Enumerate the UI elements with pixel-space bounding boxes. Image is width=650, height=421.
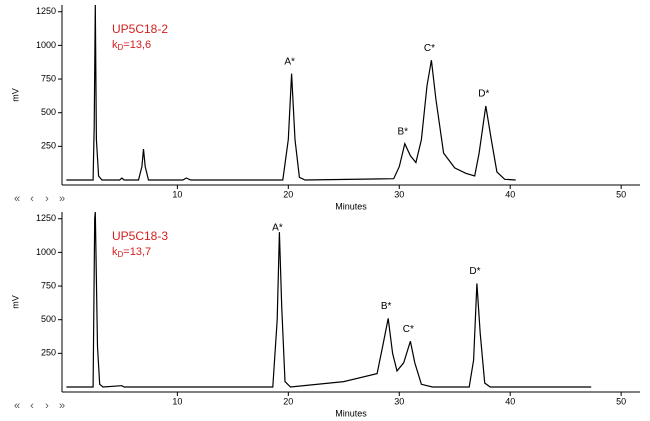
- subtitle-part: k: [112, 246, 118, 258]
- subtitle-part: =13,7: [123, 246, 151, 258]
- panel-subtitle: kD=13,6: [112, 39, 151, 52]
- x-tick-label: 20: [283, 396, 293, 406]
- peak-label: D*: [478, 89, 489, 100]
- nav-button[interactable]: ‹: [30, 400, 34, 412]
- nav-button[interactable]: »: [59, 400, 65, 412]
- peak-label: A*: [284, 56, 295, 67]
- x-axis-label: Minutes: [335, 201, 367, 211]
- y-axis-label: mV: [10, 295, 20, 309]
- panel-title: UP5C18-3: [112, 229, 168, 243]
- nav-button[interactable]: ‹: [30, 193, 34, 205]
- subtitle-part: =13,6: [123, 39, 151, 51]
- peak-label: C*: [424, 43, 435, 54]
- y-tick-label: 500: [41, 107, 56, 117]
- nav-button[interactable]: ›: [45, 400, 49, 412]
- trace: [66, 5, 516, 181]
- y-axis-label: mV: [10, 88, 20, 102]
- subtitle-part: D: [118, 250, 124, 259]
- x-tick-label: 30: [394, 396, 404, 406]
- peak-label: C*: [403, 324, 414, 335]
- x-tick-label: 10: [172, 189, 182, 199]
- peak-label: B*: [381, 301, 392, 312]
- x-tick-label: 10: [172, 396, 182, 406]
- x-tick-label: 30: [394, 189, 404, 199]
- y-tick-label: 500: [41, 314, 56, 324]
- x-tick-label: 50: [616, 189, 626, 199]
- y-tick-label: 250: [41, 141, 56, 151]
- peak-label: D*: [469, 266, 480, 277]
- y-tick-label: 750: [41, 73, 56, 83]
- nav-button[interactable]: ›: [45, 193, 49, 205]
- panel-title: UP5C18-2: [112, 22, 168, 36]
- y-tick-label: 1250: [36, 213, 56, 223]
- subtitle-part: D: [118, 43, 124, 52]
- y-tick-label: 750: [41, 280, 56, 290]
- peak-label: B*: [398, 126, 409, 137]
- x-tick-label: 50: [616, 396, 626, 406]
- trace: [66, 212, 592, 388]
- peak-label: A*: [272, 223, 283, 234]
- panel-subtitle: kD=13,7: [112, 246, 151, 259]
- y-tick-label: 1000: [36, 247, 56, 257]
- y-tick-label: 250: [41, 348, 56, 358]
- nav-button[interactable]: »: [59, 193, 65, 205]
- x-tick-label: 20: [283, 189, 293, 199]
- nav-button[interactable]: «: [14, 400, 20, 412]
- x-tick-label: 40: [505, 189, 515, 199]
- y-tick-label: 1000: [36, 40, 56, 50]
- y-tick-label: 1250: [36, 6, 56, 16]
- x-axis-label: Minutes: [335, 408, 367, 418]
- x-tick-label: 40: [505, 396, 515, 406]
- subtitle-part: k: [112, 39, 118, 51]
- nav-button[interactable]: «: [14, 193, 20, 205]
